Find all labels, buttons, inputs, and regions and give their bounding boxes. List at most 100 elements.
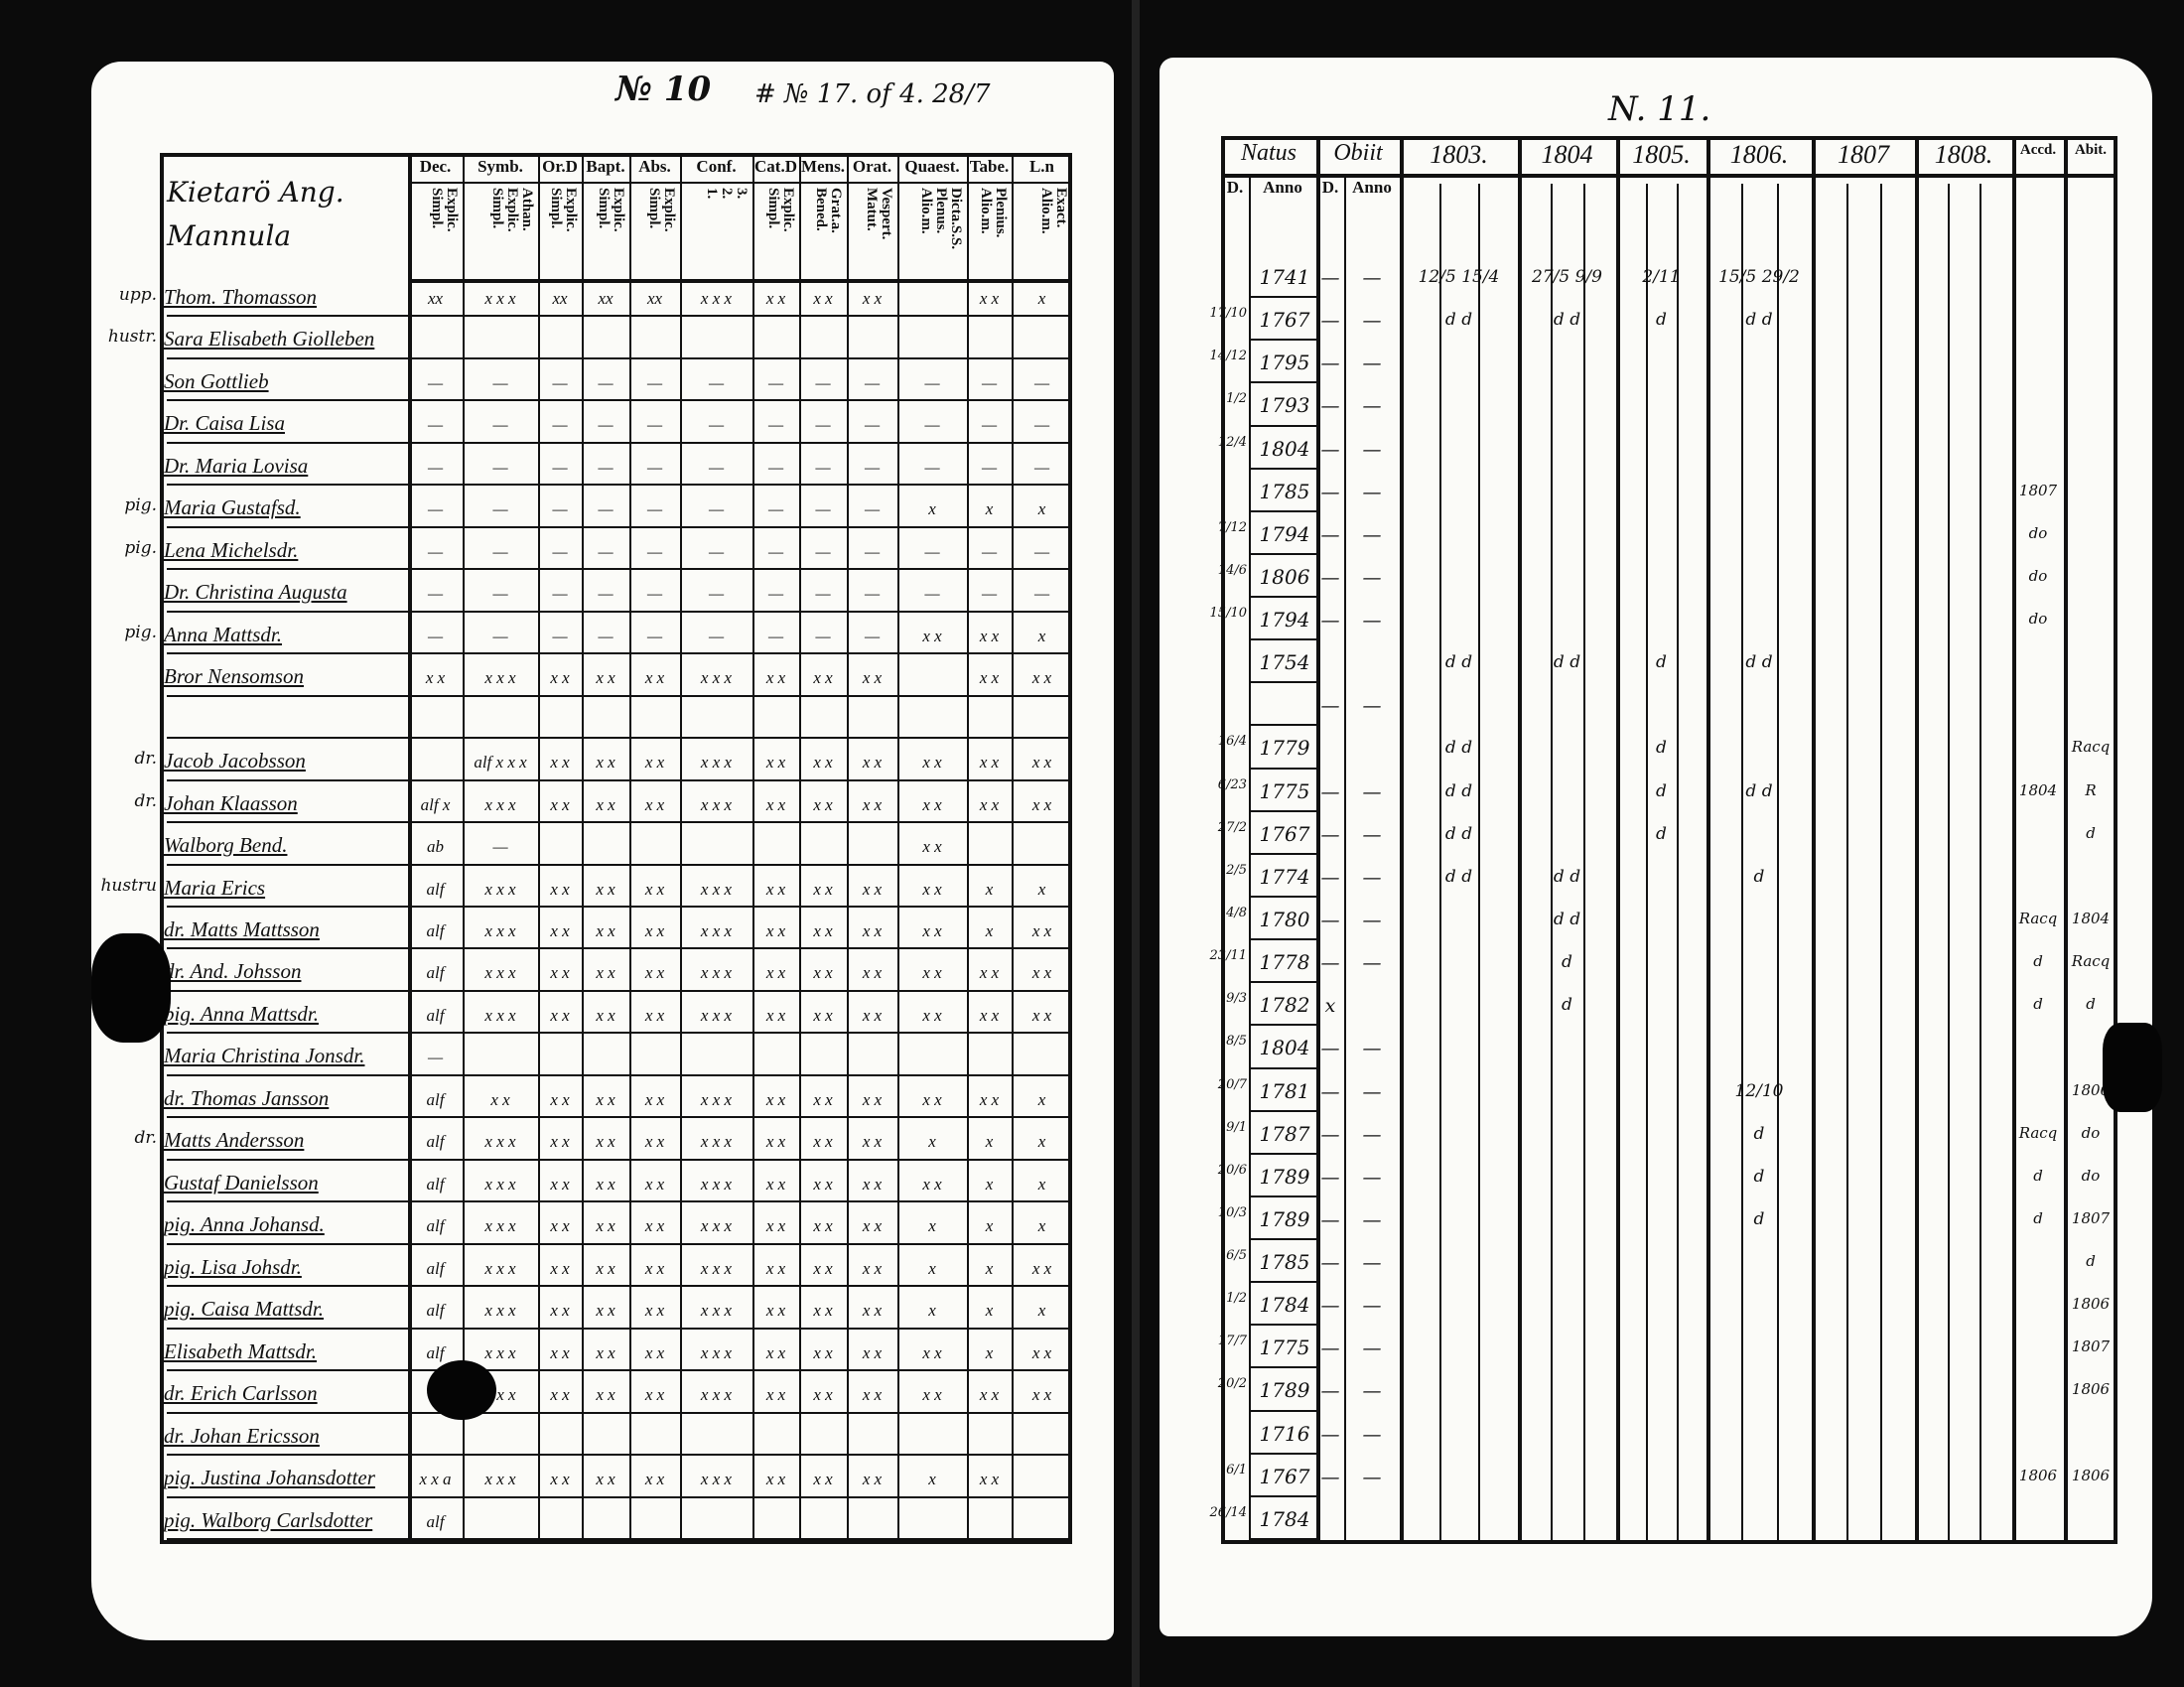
row-rule: [167, 947, 1072, 950]
row-prefix: [95, 1339, 157, 1381]
person-name: Dr. Christina Augusta: [164, 580, 347, 605]
row-prefix: [95, 580, 157, 622]
mark-cell: —: [815, 372, 831, 392]
obiit-year: —: [1362, 1466, 1382, 1488]
mark-cell: alf: [426, 921, 445, 940]
year-entry: [1518, 1380, 1616, 1423]
mark-cell: x: [928, 499, 936, 519]
obiit-year: —: [1362, 952, 1382, 975]
row-rule: [1249, 724, 1316, 727]
row-prefix: [95, 833, 157, 875]
mark-cell: —: [598, 415, 614, 435]
mark-cell: —: [815, 541, 831, 561]
person-name: dr. Johan Ericsson: [164, 1423, 320, 1448]
accd-entry: 1807: [2018, 481, 2058, 499]
column-rule: [1438, 184, 1441, 1544]
mark-cell: x x x: [484, 1005, 516, 1025]
column-subheader: Athan. Explic. Simpl.: [489, 188, 535, 232]
natus-day: 9/1: [1226, 1119, 1247, 1135]
obiit-year: —: [1362, 1252, 1382, 1275]
mark-cell: x x: [862, 794, 883, 814]
year-entry: [1400, 567, 1518, 610]
mark-cell: x x x: [484, 289, 516, 308]
mark-cell: —: [646, 584, 663, 604]
mark-cell: alf: [426, 1005, 445, 1025]
mark-cell: x x: [922, 753, 942, 773]
mark-cell: [463, 1048, 538, 1089]
column-rule: [1400, 136, 1404, 1544]
mark-cell: —: [924, 541, 940, 561]
natus-year: 1774: [1259, 864, 1310, 889]
year-entry: [1616, 524, 1706, 567]
mark-cell: [680, 1428, 752, 1470]
mark-cell: [538, 1512, 582, 1554]
mark-cell: alf: [426, 1258, 445, 1278]
row-rule: [1249, 509, 1316, 512]
mark-cell: x x: [596, 1258, 615, 1278]
year-entry: [1400, 1124, 1518, 1167]
abit-entry: 1806: [2071, 1466, 2111, 1484]
mark-cell: x: [985, 1258, 994, 1278]
mark-cell: —: [552, 626, 568, 645]
accd-entry: [2012, 1337, 2064, 1380]
mark-cell: x x x: [700, 794, 733, 814]
abit-entry: [2064, 652, 2117, 695]
mark-cell: x x: [922, 921, 942, 940]
mark-cell: —: [815, 499, 831, 519]
year-entry: d d: [1553, 310, 1581, 331]
mark-cell: —: [646, 415, 663, 435]
natus-year: 1793: [1259, 393, 1310, 418]
row-rule: [167, 610, 1072, 613]
person-name: dr. Thomas Jansson: [164, 1085, 330, 1110]
mark-cell: —: [864, 584, 881, 604]
mark-cell: [799, 1512, 847, 1554]
abit-entry: 1807: [2071, 1208, 2111, 1227]
year-entry: [1616, 482, 1706, 524]
header-name: Kietarö Ang. Mannula: [167, 176, 344, 252]
obiit-year: —: [1362, 395, 1382, 418]
row-prefix: [95, 664, 157, 706]
natus-day: 1/2: [1226, 391, 1247, 407]
mark-cell: alf: [426, 1342, 445, 1362]
mark-cell: alf: [426, 1216, 445, 1236]
year-entry: d: [1753, 1208, 1765, 1229]
row-rule: [167, 863, 1072, 866]
natus-year: 1794: [1259, 521, 1310, 546]
natus-year: 1741: [1259, 265, 1310, 289]
mark-cell: —: [815, 457, 831, 477]
accd-entry: [2012, 352, 2064, 395]
mark-cell: x x: [862, 879, 883, 899]
obiit-year: [1344, 1509, 1400, 1552]
accd-entry: Racq: [2018, 1123, 2058, 1142]
column-rule: [847, 153, 849, 1544]
mark-cell: x x: [644, 1470, 665, 1489]
mark-cell: [799, 331, 847, 372]
year-entry: [1706, 524, 1812, 567]
mark-cell: x x x: [484, 1470, 516, 1489]
mark-cell: x x: [862, 668, 883, 688]
mark-cell: x x: [1031, 753, 1052, 773]
accd-entry: [2012, 395, 2064, 438]
mark-cell: x x: [644, 1132, 665, 1152]
mark-cell: x x: [596, 1301, 615, 1321]
mark-cell: x x: [1031, 963, 1052, 983]
accd-entry: [2012, 652, 2064, 695]
row-rule: [167, 778, 1072, 781]
mark-cell: x x: [922, 1385, 942, 1405]
accd-entry: [2012, 695, 2064, 738]
year-entry: [1616, 1038, 1706, 1080]
year-entry: d: [1753, 1166, 1765, 1187]
mark-cell: —: [767, 541, 784, 561]
row-prefix: [95, 454, 157, 495]
year-entry: [1706, 439, 1812, 482]
natus-day: 8/5: [1226, 1034, 1247, 1050]
natus-year: 1775: [1259, 778, 1310, 803]
mark-cell: x x x: [700, 668, 733, 688]
year-entry: [1400, 1337, 1518, 1380]
mark-cell: alf: [426, 963, 445, 983]
year-entry: [1616, 1081, 1706, 1124]
row-rule: [167, 737, 1072, 740]
mark-cell: alf: [426, 1174, 445, 1194]
mark-cell: x x: [644, 1005, 665, 1025]
accd-entry: [2012, 1038, 2064, 1080]
